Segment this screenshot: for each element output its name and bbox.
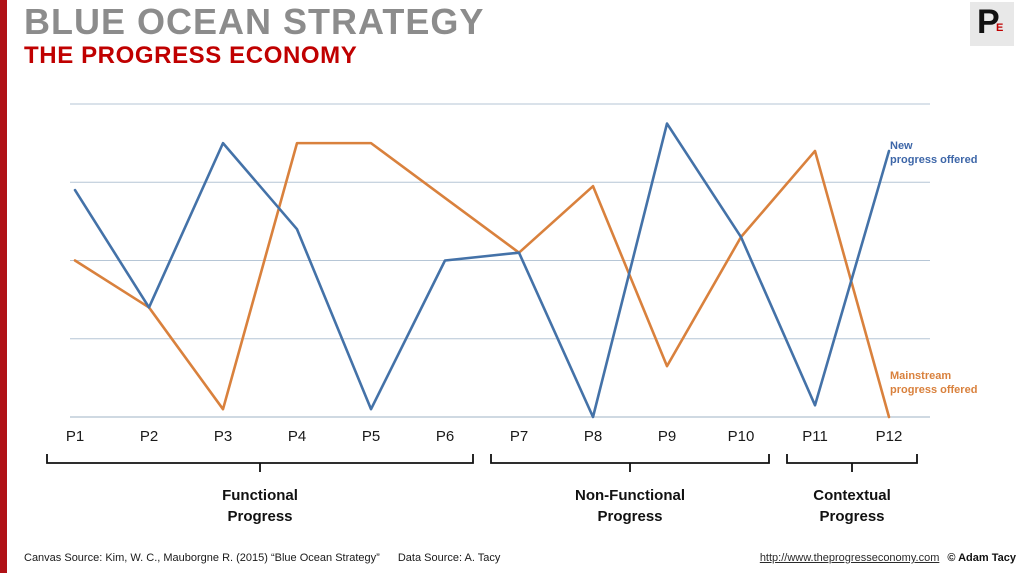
legend-mainstream-line2: progress offered bbox=[890, 384, 978, 396]
x-axis-label-p8: P8 bbox=[583, 428, 603, 445]
x-axis-label-p2: P2 bbox=[139, 428, 159, 445]
x-axis-label-p11: P11 bbox=[802, 428, 828, 445]
page-subtitle: THE PROGRESS ECONOMY bbox=[24, 42, 358, 69]
footer-credits: http://www.theprogresseconomy.com © Adam … bbox=[760, 552, 1016, 564]
x-axis-label-p3: P3 bbox=[213, 428, 233, 445]
x-axis-label-p12: P12 bbox=[875, 428, 903, 445]
group-label-line1: Contextual bbox=[813, 487, 891, 504]
legend-new-line2: progress offered bbox=[890, 154, 978, 166]
x-axis-label-p6: P6 bbox=[435, 428, 455, 445]
group-label-line1: Functional bbox=[222, 487, 298, 504]
header: BLUE OCEAN STRATEGY THE PROGRESS ECONOMY bbox=[24, 4, 724, 70]
group-label-2: Contextual Progress bbox=[813, 485, 891, 527]
copyright-text: © Adam Tacy bbox=[947, 552, 1016, 564]
group-label-line1: Non-Functional bbox=[575, 487, 685, 504]
canvas-source-text: Canvas Source: Kim, W. C., Mauborgne R. … bbox=[24, 552, 380, 564]
group-bracket bbox=[786, 454, 918, 472]
x-axis-label-p10: P10 bbox=[727, 428, 755, 445]
logo-letter-p: P bbox=[977, 3, 1000, 41]
group-label-line2: Progress bbox=[227, 508, 293, 525]
x-axis-label-p7: P7 bbox=[509, 428, 529, 445]
x-axis-label-p9: P9 bbox=[657, 428, 677, 445]
website-link[interactable]: http://www.theprogresseconomy.com bbox=[759, 552, 940, 564]
data-source-text: Data Source: A. Tacy bbox=[397, 552, 501, 564]
series-line-mainstream bbox=[73, 141, 891, 419]
gridlines bbox=[70, 103, 930, 418]
group-label-1: Non-Functional Progress bbox=[575, 485, 685, 527]
logo-inner: P E bbox=[975, 3, 1009, 42]
x-axis-label-p1: P1 bbox=[65, 428, 85, 445]
logo-subscript-e: E bbox=[996, 22, 1004, 34]
footer-sources: Canvas Source: Kim, W. C., Mauborgne R. … bbox=[24, 552, 500, 564]
left-accent-bar bbox=[0, 0, 7, 573]
x-axis-label-p5: P5 bbox=[361, 428, 381, 445]
legend-new-line1: New bbox=[890, 140, 913, 152]
group-bracket bbox=[490, 454, 770, 472]
group-label-0: Functional Progress bbox=[222, 485, 298, 527]
page-title: BLUE OCEAN STRATEGY bbox=[24, 1, 485, 42]
legend-mainstream-line1: Mainstream bbox=[890, 370, 952, 382]
group-brackets bbox=[46, 454, 918, 472]
group-label-line2: Progress bbox=[597, 508, 663, 525]
group-label-line2: Progress bbox=[819, 508, 885, 525]
legend-mainstream-progress: Mainstream progress offered bbox=[890, 369, 977, 397]
legend-new-progress: New progress offered bbox=[890, 139, 977, 167]
x-axis-label-p4: P4 bbox=[287, 428, 307, 445]
group-bracket bbox=[46, 454, 474, 472]
progress-economy-logo: P E bbox=[970, 2, 1014, 46]
series-line-new bbox=[73, 122, 891, 419]
